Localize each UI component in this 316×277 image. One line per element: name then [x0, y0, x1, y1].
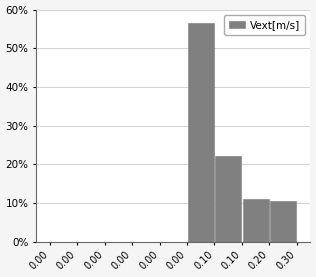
Bar — [188, 23, 214, 242]
Bar — [243, 199, 269, 242]
Bar — [270, 201, 296, 242]
Bar — [215, 157, 241, 242]
Legend: Vext[m/s]: Vext[m/s] — [224, 15, 305, 35]
